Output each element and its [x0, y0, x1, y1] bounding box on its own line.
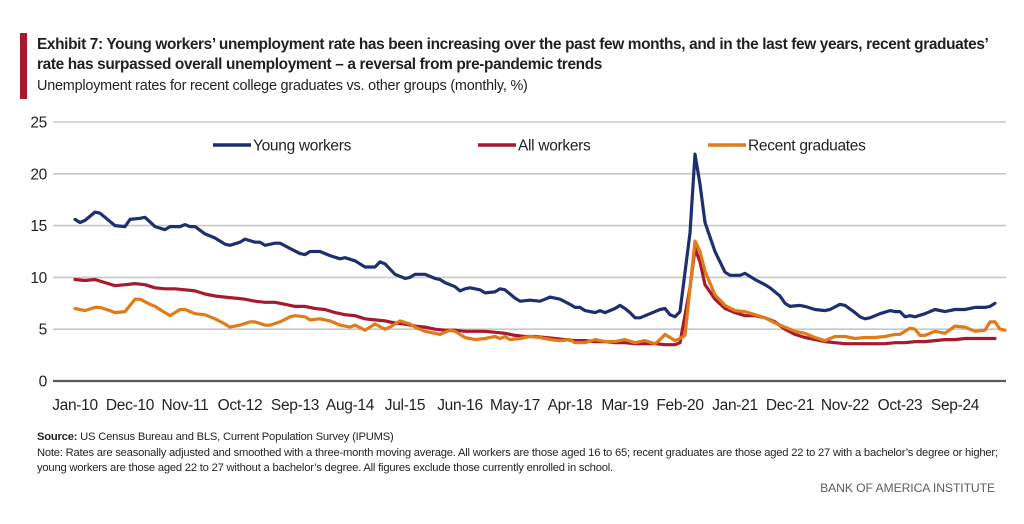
chart-subtitle: Unemployment rates for recent college gr…	[37, 78, 528, 94]
x-tick-label-sep-24: Sep-24	[931, 397, 980, 414]
source-text: US Census Bureau and BLS, Current Popula…	[77, 431, 394, 443]
x-tick-label-jul-15: Jul-15	[385, 397, 425, 414]
source-label: Source:	[37, 431, 78, 443]
x-tick-label-jun-16: Jun-16	[437, 397, 483, 414]
x-tick-label-nov-11: Nov-11	[161, 397, 208, 414]
y-tick-label-5: 5	[39, 322, 47, 339]
x-tick-label-nov-22: Nov-22	[821, 397, 869, 414]
x-tick-label-may-17: May-17	[490, 397, 540, 414]
x-axis-ticks: Jan-10 Dec-10 Nov-11 Oct-12 Sep-13 Aug-14 Jul-…	[52, 397, 980, 414]
x-tick-label-apr-18: Apr-18	[548, 397, 593, 414]
series-lines	[73, 152, 1007, 347]
y-axis-ticks: 0 5 10 15 20 25	[30, 115, 48, 391]
legend-label-all-workers: All workers	[518, 138, 591, 155]
y-tick-label-25: 25	[30, 115, 47, 132]
x-tick-label-oct-12: Oct-12	[218, 397, 263, 414]
series-line-all-workers	[73, 246, 997, 347]
y-tick-label-20: 20	[30, 166, 47, 183]
chart-footer: Source: US Census Bureau and BLS, Curren…	[37, 430, 1017, 477]
gridlines	[53, 121, 1006, 331]
chart-title: Exhibit 7: Young workers’ unemployment r…	[37, 36, 988, 73]
y-tick-label-0: 0	[39, 374, 48, 391]
x-tick-label-sep-13: Sep-13	[271, 397, 319, 414]
x-tick-label-mar-19: Mar-19	[601, 397, 648, 414]
x-tick-label-jan-10: Jan-10	[52, 397, 98, 414]
x-tick-label-oct-23: Oct-23	[878, 397, 923, 414]
note-text: Note: Rates are seasonally adjusted and …	[37, 446, 998, 475]
series-line-young-workers	[73, 152, 997, 321]
x-tick-label-feb-20: Feb-20	[656, 397, 704, 414]
source-line: Source: US Census Bureau and BLS, Curren…	[37, 430, 1017, 446]
legend: Young workers All workers Recent graduates	[213, 138, 866, 155]
title-accent-bar	[20, 33, 27, 99]
x-tick-label-jan-21: Jan-21	[712, 397, 758, 414]
legend-label-recent-graduates: Recent graduates	[748, 138, 866, 155]
y-tick-label-10: 10	[30, 270, 47, 287]
x-tick-label-dec-10: Dec-10	[106, 397, 155, 414]
x-tick-label-dec-21: Dec-21	[766, 397, 814, 414]
x-tick-label-aug-14: Aug-14	[326, 397, 375, 414]
brand-logo-text: BANK OF AMERICA INSTITUTE	[820, 481, 995, 495]
series-line-recent-graduates	[73, 239, 1007, 346]
y-tick-label-15: 15	[30, 218, 47, 235]
legend-label-young-workers: Young workers	[253, 138, 352, 155]
